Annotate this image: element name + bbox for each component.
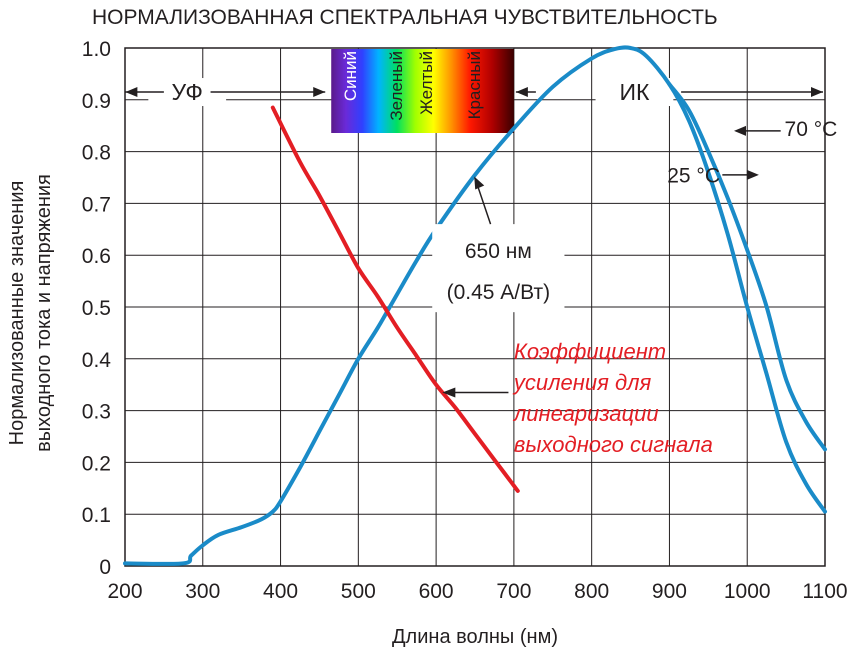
series-line-gain	[270, 105, 520, 493]
y-axis-title-line-2: выходного тока и напряжения	[33, 174, 55, 452]
x-tick-label-700: 700	[496, 580, 531, 603]
chart-title: НОРМАЛИЗОВАННАЯ СПЕКТРАЛЬНАЯ ЧУВСТВИТЕЛЬ…	[92, 6, 718, 29]
y-tick-label-0.2: 0.2	[82, 452, 111, 475]
spectrum-label-0: Синий	[341, 51, 360, 101]
y-tick-label-0.5: 0.5	[82, 297, 111, 320]
gain-label-line-2: усиления для	[512, 370, 652, 395]
marker-650-label-line-2: (0.45 А/Вт)	[447, 281, 550, 304]
spectrum-label-2: Желтый	[417, 51, 436, 115]
y-tick-label-0.1: 0.1	[82, 504, 111, 527]
x-tick-label-200: 200	[107, 580, 142, 603]
ir-arrow-right-arrowhead	[811, 87, 823, 98]
x-tick-label-800: 800	[574, 580, 609, 603]
marker-650-label-line-1: 650 нм	[465, 240, 532, 263]
spectrum-label-3: Красный	[465, 51, 484, 119]
x-axis-title: Длина волны (нм)	[392, 626, 558, 648]
x-tick-label-400: 400	[263, 580, 298, 603]
y-tick-label-1.0: 1.0	[82, 38, 111, 61]
temp-70-arrowhead	[734, 125, 746, 136]
region-label-ir: ИК	[619, 79, 650, 105]
gain-arrowhead	[442, 387, 456, 398]
gain-label-line-1: Коэффициент	[514, 339, 666, 364]
region-label-uv: УФ	[172, 79, 203, 105]
grid	[124, 47, 826, 567]
series-line-response-25	[123, 45, 827, 566]
uv-arrow-left-arrowhead	[125, 87, 138, 98]
ir-label-bg	[595, 78, 674, 107]
visible-spectrum-band: Синий Зеленый Желтый Красный	[331, 49, 514, 133]
spectrum-label-1: Зеленый	[387, 51, 406, 121]
temp-25-arrowhead	[746, 169, 759, 180]
plot-frame	[124, 47, 826, 567]
y-tick-label-0.8: 0.8	[82, 142, 111, 165]
x-tick-label-600: 600	[419, 580, 454, 603]
temp-label-70: 70 °C	[785, 118, 838, 141]
region-markers: УФ ИК	[125, 78, 823, 107]
gain-label-line-3: линеаризации	[512, 401, 659, 426]
y-axis-title-line-1: Нормализованные значения	[6, 181, 28, 446]
y-tick-label-0.7: 0.7	[82, 193, 111, 216]
uv-arrow-right-arrowhead	[313, 87, 326, 98]
marker-650-label-bg	[432, 224, 565, 313]
series-lines	[123, 45, 827, 566]
y-tick-label-0.9: 0.9	[82, 90, 111, 113]
gain-label-line-4: выходного сигнала	[514, 432, 713, 457]
marker-650-arrowhead	[474, 176, 485, 190]
tick-labels: 200 300 400 500 600 700 800 900 1000 1100 0 0.1 0.2 0…	[82, 38, 848, 603]
y-tick-label-0.4: 0.4	[82, 349, 112, 372]
x-tick-label-500: 500	[341, 580, 376, 603]
x-tick-label-1000: 1000	[724, 580, 771, 603]
x-tick-label-1100: 1100	[802, 580, 847, 603]
x-tick-label-900: 900	[652, 580, 687, 603]
annotations: 650 нм (0.45 А/Вт) Коэффициент усиления для…	[432, 118, 837, 457]
ir-arrow-left-arrowhead	[515, 87, 528, 98]
spectrum-gradient	[331, 49, 514, 133]
x-tick-label-300: 300	[185, 580, 220, 603]
temp-label-25: 25 °C	[667, 165, 720, 188]
y-tick-label-0: 0	[99, 556, 111, 579]
y-tick-label-0.3: 0.3	[82, 401, 111, 424]
series-line-response-70	[667, 82, 827, 452]
marker-650-leader	[475, 182, 492, 225]
y-tick-label-0.6: 0.6	[82, 245, 111, 268]
